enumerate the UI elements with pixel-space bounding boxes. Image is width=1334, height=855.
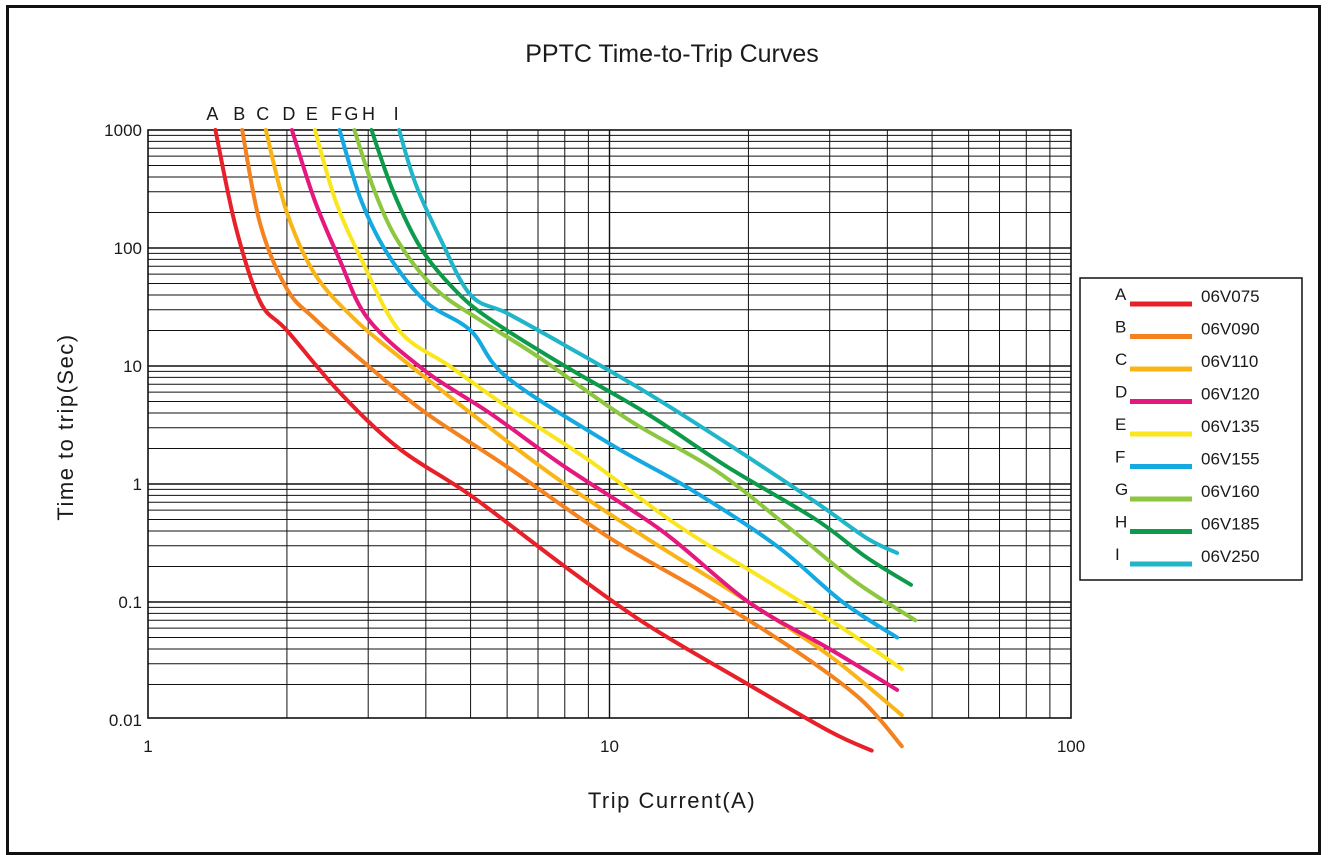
curve-letter-G: G bbox=[344, 104, 358, 124]
curve-letter-H: H bbox=[362, 104, 375, 124]
x-tick-label: 1 bbox=[143, 737, 152, 756]
y-tick-label: 10 bbox=[123, 357, 142, 376]
series-curves bbox=[213, 128, 918, 753]
x-axis-ticks: 1 10 100 bbox=[143, 737, 1085, 756]
curve-letter-B: B bbox=[233, 104, 245, 124]
legend-label-B: 06V090 bbox=[1201, 320, 1260, 339]
y-tick-label: 0.1 bbox=[118, 593, 142, 612]
series-line-C bbox=[263, 128, 904, 718]
y-axis-label: Time to trip(Sec) bbox=[53, 333, 78, 520]
series-line-H bbox=[369, 128, 913, 587]
x-tick-label: 10 bbox=[600, 737, 619, 756]
plot-border bbox=[147, 129, 1072, 719]
series-line-E bbox=[312, 128, 904, 672]
series-line-A bbox=[213, 128, 874, 753]
series-line-I bbox=[397, 128, 900, 555]
legend-label-H: 06V185 bbox=[1201, 515, 1260, 534]
y-tick-label: 0.01 bbox=[109, 711, 142, 730]
legend-label-D: 06V120 bbox=[1201, 385, 1260, 404]
grid-lines bbox=[148, 130, 1071, 718]
legend-letter-E: E bbox=[1115, 415, 1126, 434]
curve-letter-I: I bbox=[394, 104, 399, 124]
legend-label-I: 06V250 bbox=[1201, 547, 1260, 566]
legend: A 06V075 B 06V090 C 06V110 D 06V120 E 06V135 F 06V1… bbox=[1079, 277, 1303, 581]
legend-label-A: 06V075 bbox=[1201, 287, 1260, 306]
series-line-G bbox=[352, 128, 918, 623]
legend-letter-A: A bbox=[1115, 285, 1127, 304]
curve-letter-E: E bbox=[306, 104, 318, 124]
y-tick-label: 1 bbox=[133, 475, 142, 494]
legend-letter-I: I bbox=[1115, 545, 1120, 564]
legend-letter-G: G bbox=[1115, 480, 1128, 499]
series-line-D bbox=[289, 128, 900, 692]
y-tick-label: 1000 bbox=[104, 121, 142, 140]
legend-box bbox=[1079, 277, 1303, 581]
curve-letter-A: A bbox=[206, 104, 218, 124]
legend-letter-D: D bbox=[1115, 383, 1127, 402]
series-line-F bbox=[337, 128, 900, 640]
x-tick-label: 100 bbox=[1057, 737, 1085, 756]
legend-letter-C: C bbox=[1115, 350, 1127, 369]
chart-title: PPTC Time-to-Trip Curves bbox=[525, 40, 819, 68]
x-axis-label: Trip Current(A) bbox=[588, 788, 756, 813]
legend-letter-F: F bbox=[1115, 448, 1125, 467]
legend-label-C: 06V110 bbox=[1201, 352, 1258, 371]
curve-letter-D: D bbox=[282, 104, 295, 124]
series-line-B bbox=[240, 128, 904, 749]
legend-label-G: 06V160 bbox=[1201, 482, 1260, 501]
legend-label-E: 06V135 bbox=[1201, 417, 1260, 436]
legend-letter-H: H bbox=[1115, 513, 1127, 532]
curve-letter-C: C bbox=[256, 104, 269, 124]
legend-items: A 06V075 B 06V090 C 06V110 D 06V120 E 06V135 F 06V1… bbox=[1115, 285, 1260, 567]
y-axis-ticks: 1000 100 10 1 0.1 0.01 bbox=[104, 121, 142, 730]
curve-letter-F: F bbox=[331, 104, 342, 124]
y-tick-label: 100 bbox=[114, 239, 142, 258]
legend-letter-B: B bbox=[1115, 318, 1126, 337]
legend-label-F: 06V155 bbox=[1201, 450, 1260, 469]
